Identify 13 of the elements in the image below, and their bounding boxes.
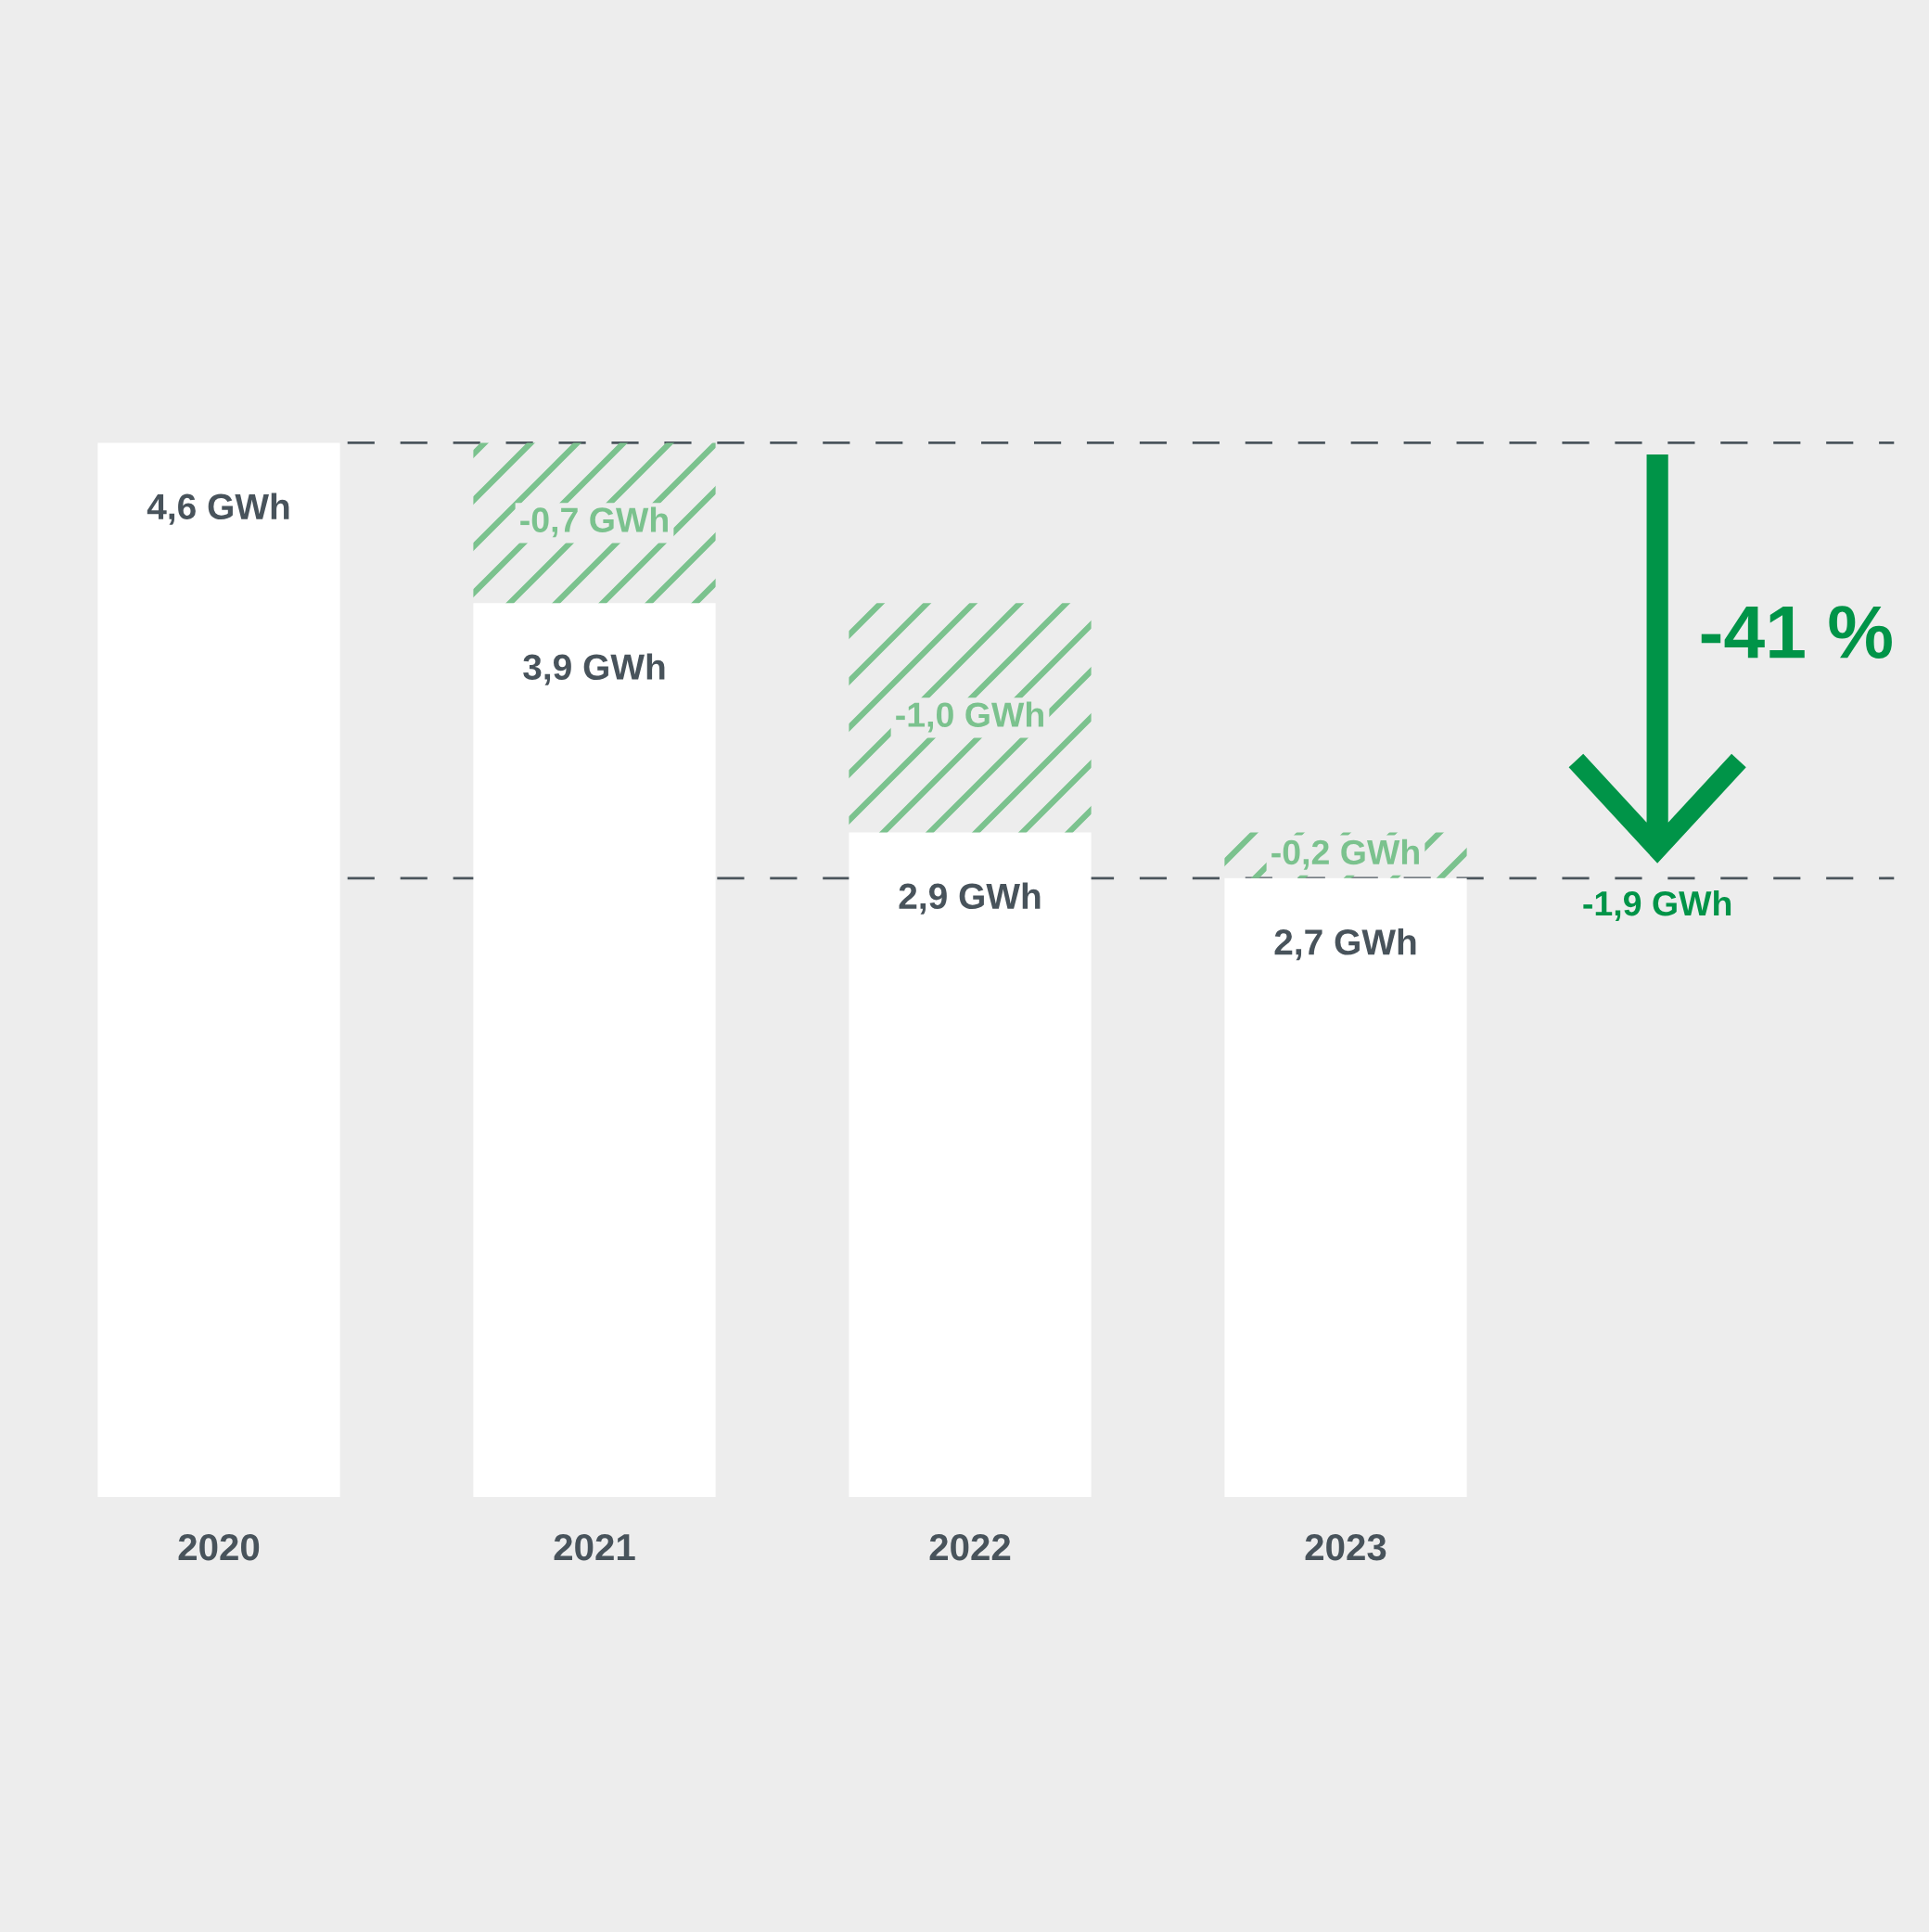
- annotation: -1,0 GWh: [896, 701, 1043, 733]
- data-label: 3,9 GWh: [523, 653, 665, 685]
- x-tick-label: 2021: [554, 1533, 635, 1561]
- text: -41 %: [1701, 606, 1892, 659]
- text: -1,9 GWh: [1583, 889, 1731, 921]
- x-tick-label: 2022: [929, 1533, 1011, 1561]
- x-tick-label: 2020: [178, 1533, 260, 1561]
- data-label: 2,9 GWh: [899, 882, 1041, 915]
- annotation: -0,2 GWh: [1271, 838, 1419, 870]
- x-tick-label: 2023: [1305, 1533, 1386, 1561]
- data-label: 2,7 GWh: [1274, 928, 1416, 961]
- data-label: 4,6 GWh: [147, 493, 289, 525]
- annotation: -0,7 GWh: [520, 506, 668, 538]
